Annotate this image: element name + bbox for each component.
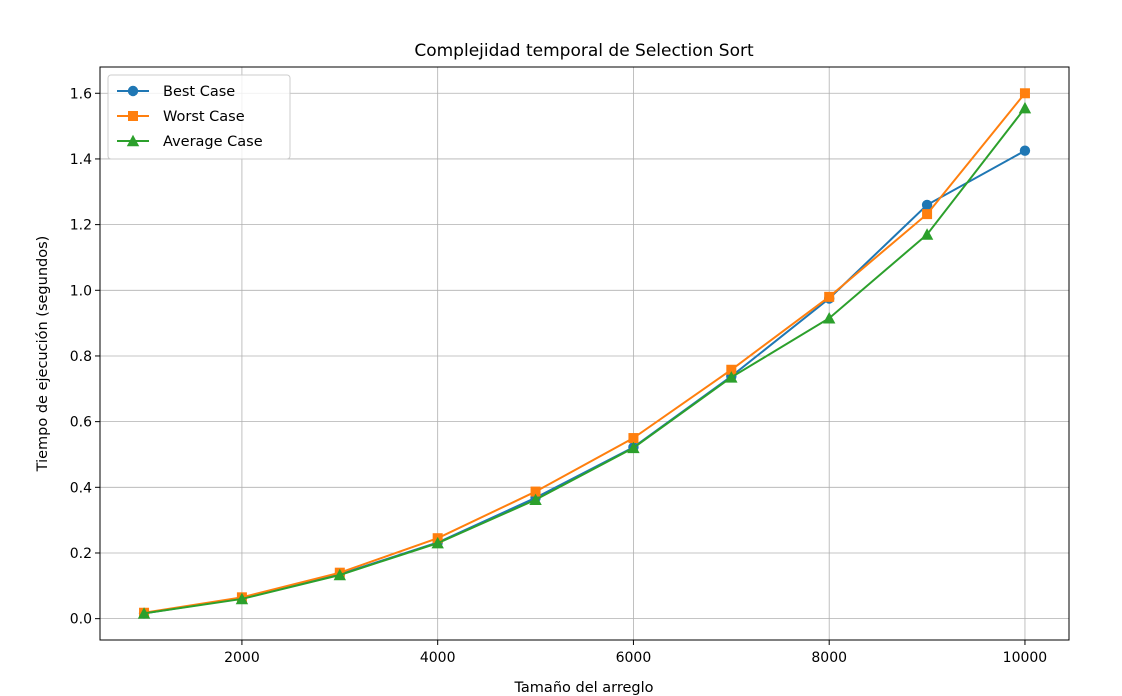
axis-ticks: 2000 4000 6000 8000 10000 0.0 0.2 0.4 0.6 0.8 1.0 1… xyxy=(70,86,1047,666)
legend: Best Case Worst Case Average Case xyxy=(107,74,291,160)
legend-marker xyxy=(128,111,138,121)
y-axis-label: Tiempo de ejecución (segundos) xyxy=(35,236,51,473)
data-point xyxy=(529,493,542,506)
y-tick-label: 1.0 xyxy=(70,283,92,299)
series-line xyxy=(143,107,1026,615)
data-point xyxy=(628,433,639,444)
y-tick-label: 0.0 xyxy=(70,612,92,628)
data-point xyxy=(1019,88,1030,99)
grid xyxy=(100,67,1069,640)
legend-label: Average Case xyxy=(163,134,263,150)
plot-series xyxy=(137,88,1032,619)
data-point xyxy=(725,371,738,383)
data-point xyxy=(726,364,737,375)
plot-frame xyxy=(99,66,1070,641)
x-tick-label: 10000 xyxy=(1003,650,1048,666)
data-point xyxy=(235,592,249,605)
data-point xyxy=(1018,101,1032,114)
x-tick-label: 4000 xyxy=(420,650,456,666)
y-tick-label: 1.6 xyxy=(70,86,92,102)
y-tick-label: 0.4 xyxy=(70,480,92,496)
data-point xyxy=(1019,145,1031,156)
legend-label: Worst Case xyxy=(163,109,245,125)
data-point xyxy=(824,291,835,302)
data-point xyxy=(431,536,444,549)
y-tick-label: 0.2 xyxy=(70,546,92,562)
x-tick-label: 2000 xyxy=(224,650,260,666)
legend-label: Best Case xyxy=(163,84,235,100)
legend-marker xyxy=(126,134,140,147)
legend-marker xyxy=(127,85,139,97)
series-line xyxy=(143,92,1026,614)
data-point xyxy=(627,441,640,454)
data-point xyxy=(920,228,934,240)
data-point xyxy=(921,199,933,211)
data-point xyxy=(137,607,151,619)
legend-box xyxy=(107,74,291,160)
y-tick-label: 1.2 xyxy=(70,218,92,234)
data-point xyxy=(922,209,933,220)
data-point xyxy=(530,486,541,497)
x-tick-label: 6000 xyxy=(616,650,652,666)
chart-title: Complejidad temporal de Selection Sort xyxy=(414,41,754,61)
y-tick-label: 0.8 xyxy=(70,349,92,365)
series-average-case xyxy=(137,101,1032,619)
data-point xyxy=(333,568,347,581)
x-tick-label: 8000 xyxy=(811,650,847,666)
y-tick-label: 0.6 xyxy=(70,415,92,431)
x-axis-label: Tamaño del arreglo xyxy=(513,680,653,696)
data-point xyxy=(822,312,836,324)
y-tick-label: 1.4 xyxy=(70,152,92,168)
